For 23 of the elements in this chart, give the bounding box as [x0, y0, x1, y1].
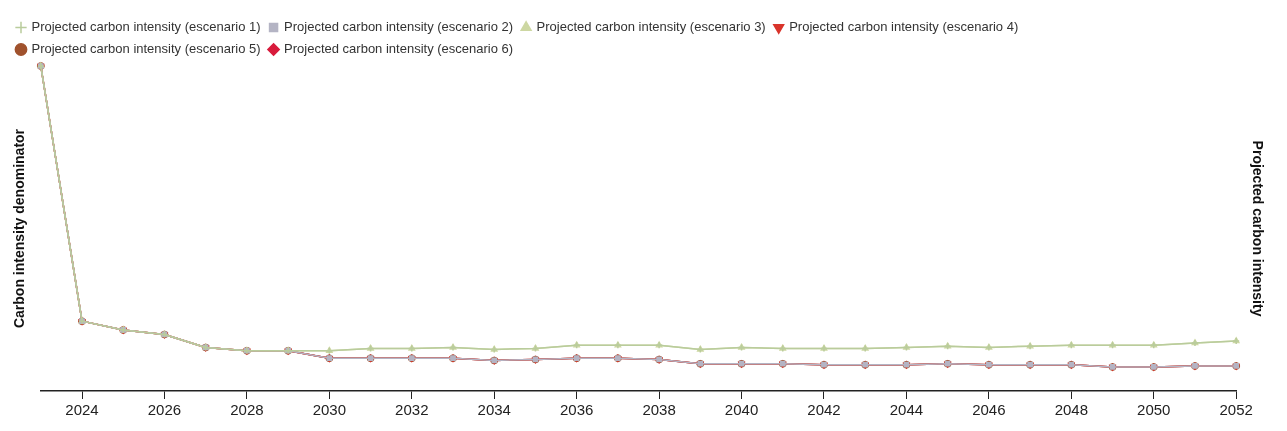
x-tick-label: 2046	[972, 401, 1006, 419]
x-tick-label: 2050	[1137, 401, 1171, 419]
x-tick-label: 2024	[65, 401, 99, 419]
x-tick-label: 2044	[889, 401, 924, 419]
x-tick-label: 2032	[395, 401, 429, 419]
x-tick-label: 2034	[477, 401, 511, 419]
x-tick-label: 2040	[724, 401, 759, 419]
legend-label: Projected carbon intensity (escenario 1)	[31, 19, 261, 35]
x-tick-label: 2052	[1219, 401, 1253, 419]
legend-label: Projected carbon intensity (escenario 6)	[284, 41, 514, 57]
legend-label: Projected carbon intensity (escenario 4)	[789, 19, 1019, 35]
legend-label: Projected carbon intensity (escenario 2)	[284, 19, 514, 35]
x-tick-label: 2036	[559, 401, 594, 419]
x-tick-label: 2026	[147, 401, 182, 419]
x-tick-label: 2030	[312, 401, 347, 419]
x-tick-label: 2038	[642, 401, 676, 419]
x-tick-label: 2028	[230, 401, 264, 419]
legend-label: Projected carbon intensity (escenario 3)	[536, 19, 766, 35]
x-tick-label: 2042	[807, 401, 841, 419]
y-axis-title: Carbon intensity denominator	[11, 128, 28, 329]
legend-label: Projected carbon intensity (escenario 5)	[31, 41, 261, 57]
x-tick-label: 2048	[1054, 401, 1088, 419]
y2-axis-title: Projected carbon intensity	[1249, 140, 1266, 317]
